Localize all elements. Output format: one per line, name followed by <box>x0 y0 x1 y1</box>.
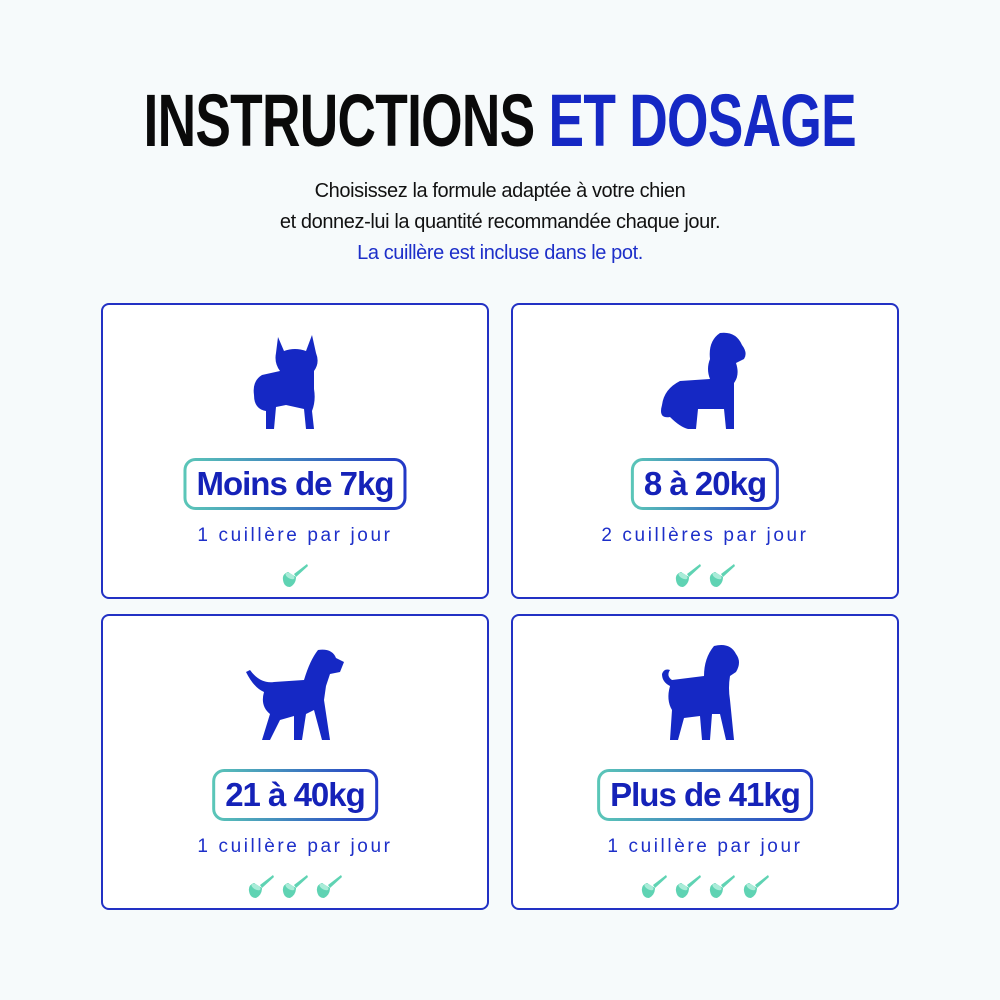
dose-text: 1 cuillère par jour <box>607 836 803 857</box>
spoon-icon <box>675 564 701 587</box>
weight-label: 21 à 40kg <box>215 772 375 818</box>
weight-label: Plus de 41kg <box>600 772 810 818</box>
dosage-card: 21 à 40kg 1 cuillère par jour <box>101 614 489 910</box>
weight-badge: 21 à 40kg <box>212 769 378 821</box>
dose-text: 1 cuillère par jour <box>197 836 393 857</box>
weight-badge: 8 à 20kg <box>630 458 780 510</box>
title-part2: ET DOSAGE <box>548 79 857 162</box>
weight-badge: Plus de 41kg <box>597 769 813 821</box>
spoon-icon <box>282 875 308 898</box>
weight-badge: Moins de 7kg <box>183 458 407 510</box>
spaniel-icon <box>661 332 746 429</box>
spoon-icon <box>743 875 769 898</box>
dosage-card: Plus de 41kg 1 cuillère par jour <box>511 614 899 910</box>
page-title: INSTRUCTIONS ET DOSAGE <box>0 78 1000 163</box>
spoon-icon <box>709 564 735 587</box>
spoon-icon <box>316 875 342 898</box>
spoon-icon <box>282 564 308 587</box>
dose-text: 2 cuillères par jour <box>601 525 809 546</box>
dosage-card: Moins de 7kg 1 cuillère par jour <box>101 303 489 599</box>
spoon-count <box>103 560 487 595</box>
spoon-count <box>513 560 897 595</box>
spoon-count <box>103 871 487 906</box>
mastiff-icon <box>662 645 739 740</box>
dose-text: 1 cuillère par jour <box>197 525 393 546</box>
weight-label: 8 à 20kg <box>633 461 777 507</box>
dosage-card: 8 à 20kg 2 cuillères par jour <box>511 303 899 599</box>
title-part1: INSTRUCTIONS <box>143 79 536 162</box>
spoon-icon <box>641 875 667 898</box>
spoon-icon <box>709 875 735 898</box>
subtitle-line2: et donnez-lui la quantité recommandée ch… <box>279 211 721 233</box>
spoon-icon <box>675 875 701 898</box>
rottweiler-icon <box>246 649 344 740</box>
subtitle-line1: Choisissez la formule adaptée à votre ch… <box>314 180 686 202</box>
french-bulldog-icon <box>253 335 318 429</box>
spoon-count <box>513 871 897 906</box>
subtitle: Choisissez la formule adaptée à votre ch… <box>0 176 1000 269</box>
spoon-icon <box>248 875 274 898</box>
weight-label: Moins de 7kg <box>186 461 404 507</box>
subtitle-line3: La cuillère est incluse dans le pot. <box>357 242 643 264</box>
